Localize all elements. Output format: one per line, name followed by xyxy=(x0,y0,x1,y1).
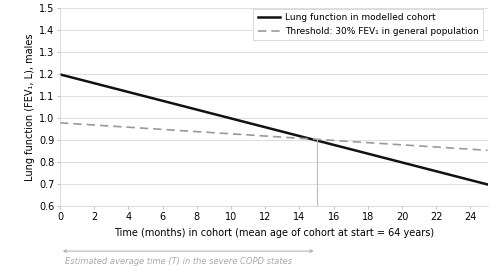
Legend: Lung function in modelled cohort, Threshold: 30% FEV₁ in general population: Lung function in modelled cohort, Thresh… xyxy=(253,9,483,40)
Text: Estimated average time (T) in the severe COPD states: Estimated average time (T) in the severe… xyxy=(65,257,292,266)
X-axis label: Time (months) in cohort (mean age of cohort at start = 64 years): Time (months) in cohort (mean age of coh… xyxy=(114,228,434,238)
Y-axis label: Lung function (FEV₁, L), males: Lung function (FEV₁, L), males xyxy=(25,34,35,181)
